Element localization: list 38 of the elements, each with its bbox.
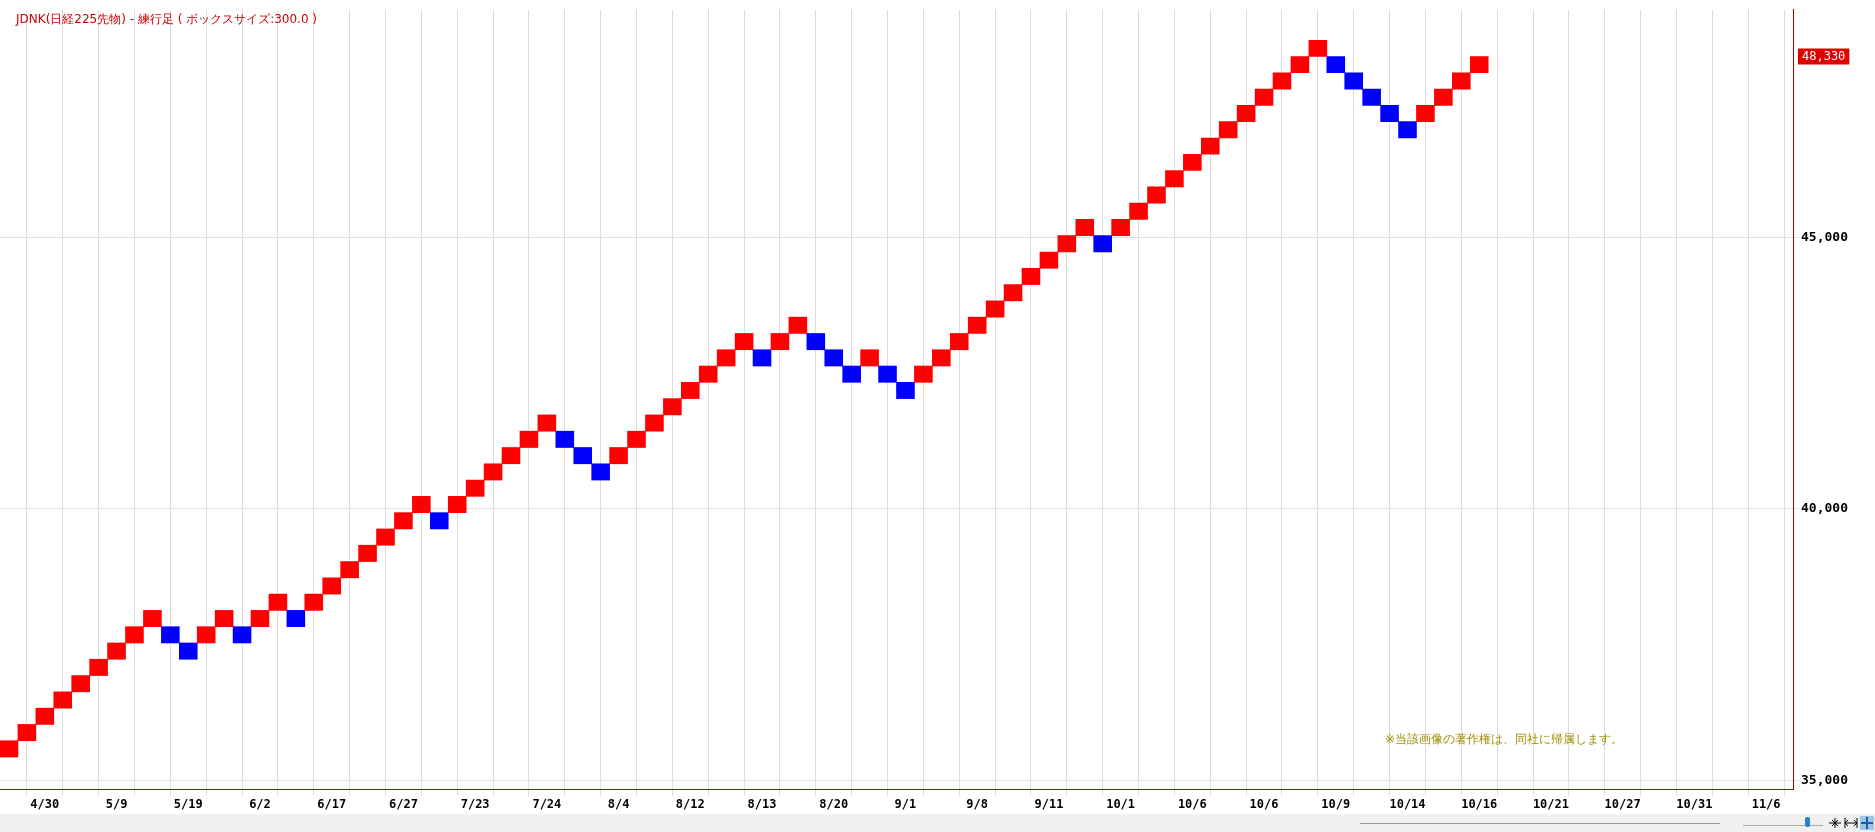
text: 48,330 xyxy=(1802,48,1846,63)
x-tick-label: 10/27 xyxy=(1604,796,1641,811)
x-tick-label: 5/9 xyxy=(105,796,128,811)
x-tick-label: 10/6 xyxy=(1249,796,1279,811)
x-tick-label: 10/9 xyxy=(1321,796,1351,811)
x-tick-label: 8/4 xyxy=(607,796,630,811)
annotation: ※当該画像の著作権は、同社に帰属します。 xyxy=(1384,731,1623,746)
bar xyxy=(752,349,772,367)
bar xyxy=(1093,235,1112,253)
bar xyxy=(860,349,879,367)
x-tick-label: 7/24 xyxy=(532,796,562,811)
x-tick-label: 10/16 xyxy=(1461,796,1498,811)
x-tick-label: 10/14 xyxy=(1389,796,1426,811)
x-tick-label: 4/30 xyxy=(30,796,60,811)
x-tick-label: 11/6 xyxy=(1751,796,1781,811)
x-tick-label: 7/23 xyxy=(460,796,490,811)
x-tick-label: 10/1 xyxy=(1106,796,1136,811)
bar xyxy=(286,610,306,628)
x-tick-label: 10/21 xyxy=(1532,796,1570,811)
x-tick-label: 9/1 xyxy=(894,796,917,811)
bar xyxy=(232,626,252,644)
x-tick-label: 8/20 xyxy=(819,796,849,811)
x-tick-label: 10/31 xyxy=(1676,796,1713,811)
y-tick-label: 35,000 xyxy=(1801,771,1849,787)
x-tick-label: 9/8 xyxy=(966,796,989,811)
x-tick-label: 10/6 xyxy=(1177,796,1207,811)
chart-title: JDNK(日経225先物) - 練行足 ( ボックスサイズ:300.0 ) xyxy=(15,11,318,26)
x-tick-label: 6/27 xyxy=(388,796,418,811)
x-tick-label: 6/2 xyxy=(249,796,271,811)
x-tick-label: 5/19 xyxy=(173,796,203,811)
y-tick-label: 45,000 xyxy=(1801,228,1849,244)
bar xyxy=(429,512,449,530)
x-tick-label: 8/12 xyxy=(675,796,705,811)
x-tick-label: 9/11 xyxy=(1034,796,1064,811)
bar xyxy=(985,300,1005,318)
x-tick-label: 6/17 xyxy=(317,796,347,811)
x-tick-label: 8/13 xyxy=(747,796,777,811)
y-tick-label: 40,000 xyxy=(1801,500,1849,516)
